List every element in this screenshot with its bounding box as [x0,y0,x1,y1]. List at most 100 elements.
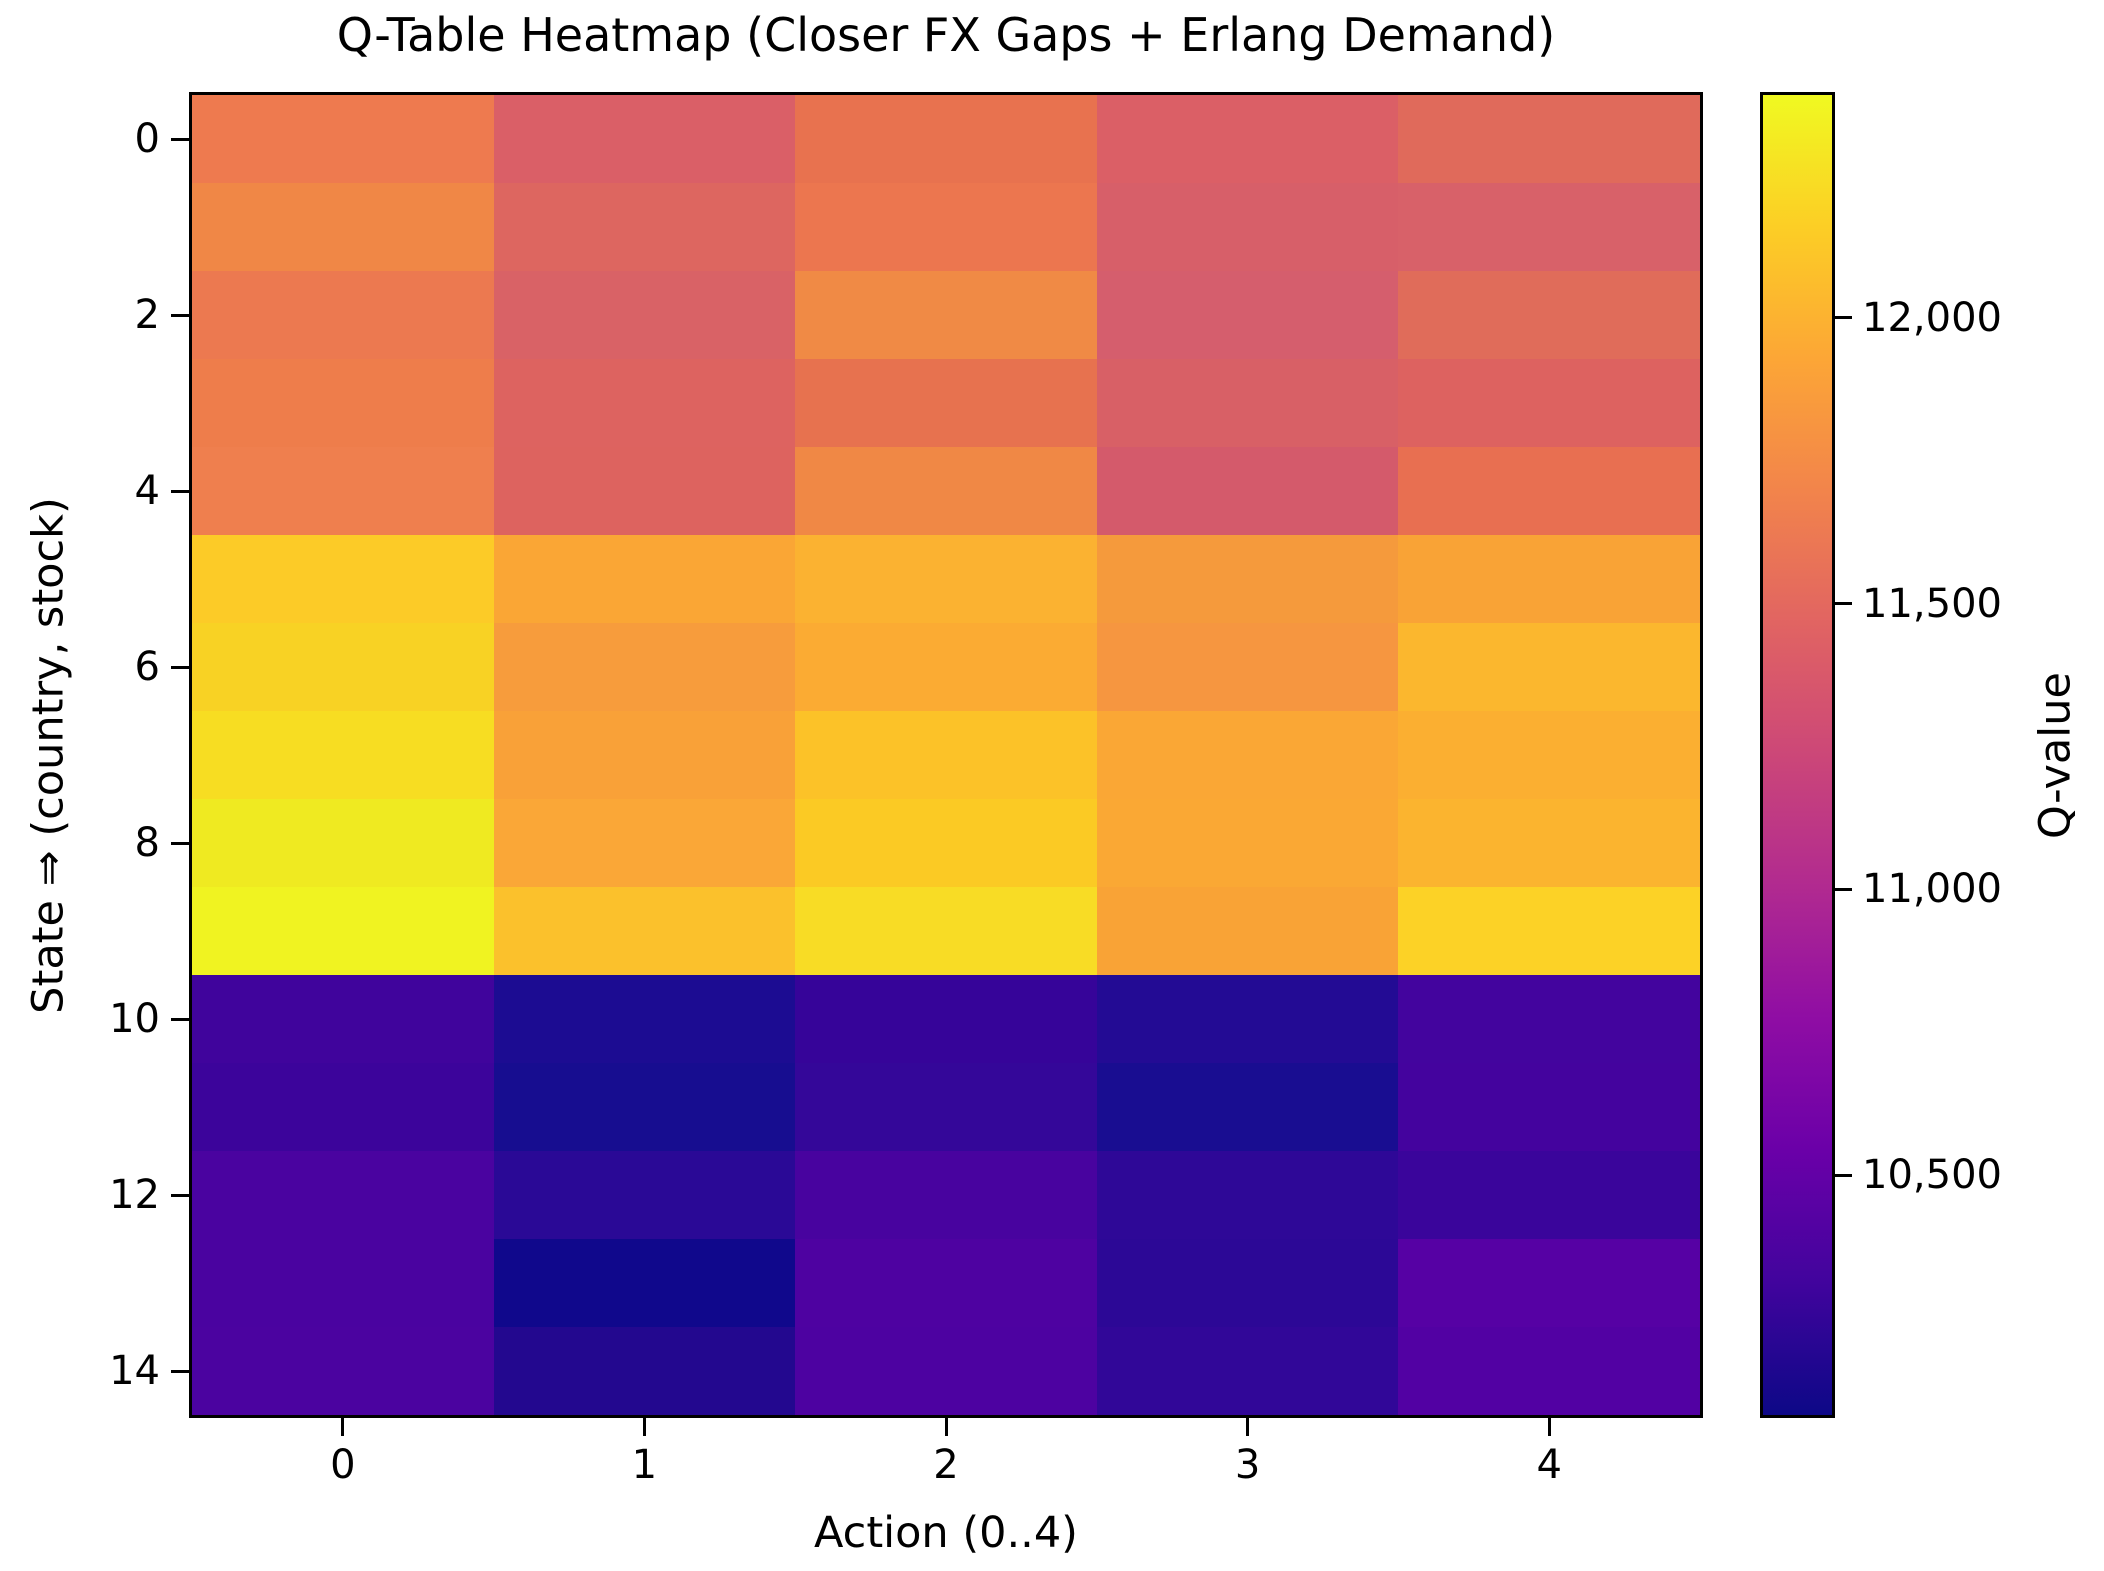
heatmap-cell [192,447,494,535]
heatmap-cell [1398,623,1700,711]
heatmap-cell [795,887,1097,975]
x-tick-mark [642,1418,646,1436]
heatmap-cell [1398,711,1700,799]
heatmap-cell [1398,271,1700,359]
heatmap-cell [192,1327,494,1415]
colorbar-label: Q-value [2030,671,2080,839]
heatmap-cell [1398,1151,1700,1239]
colorbar [1760,92,1835,1418]
colorbar-tick-label: 11,500 [1862,580,2002,627]
heatmap-cell [1398,535,1700,623]
heatmap-cell [192,887,494,975]
heatmap-cell [192,975,494,1063]
y-axis-label: State ⇒ (country, stock) [23,497,73,1014]
heatmap-cell [493,95,796,183]
heatmap-cell [795,711,1097,799]
heatmap-cell [795,799,1097,887]
heatmap-cell [1096,95,1399,183]
y-tick-label: 6 [134,644,160,690]
heatmap-cell [493,1239,796,1327]
heatmap-cell [1096,1239,1399,1327]
x-axis-label: Action (0..4) [814,1508,1078,1558]
heatmap-cell [493,183,796,271]
heatmap-cell [1398,1239,1700,1327]
heatmap-cell [192,183,494,271]
colorbar-gradient [1763,95,1832,1415]
heatmap-cell [1096,447,1399,535]
heatmap-cell [795,359,1097,447]
y-tick-mark [171,313,189,317]
heatmap-cell [493,359,796,447]
heatmap-cell [1096,887,1399,975]
y-tick-mark [171,137,189,141]
y-tick-label: 10 [109,996,160,1042]
heatmap-cell [795,975,1097,1063]
heatmap-cell [192,535,494,623]
heatmap-cell [1096,711,1399,799]
y-tick-label: 0 [134,116,160,162]
heatmap-cell [192,711,494,799]
x-tick-label: 1 [631,1442,658,1488]
chart-title: Q-Table Heatmap (Closer FX Gaps + Erlang… [336,8,1556,62]
heatmap-cell [795,1151,1097,1239]
x-tick-label: 0 [330,1442,356,1488]
heatmap-cell [1096,975,1399,1063]
heatmap-cell [795,1063,1097,1151]
x-tick-label: 4 [1536,1442,1562,1488]
heatmap-cell [1398,447,1700,535]
colorbar-tick-mark [1835,316,1852,320]
heatmap-cell [192,623,494,711]
y-tick-mark [171,489,189,493]
heatmap-cell [1096,1063,1399,1151]
heatmap-cell [1398,1327,1700,1415]
heatmap-cell [1096,799,1399,887]
y-tick-label: 4 [134,468,160,514]
heatmap-cell [192,95,494,183]
heatmap-cell [493,1151,796,1239]
colorbar-tick-mark [1835,1173,1852,1177]
heatmap-cell [795,1239,1097,1327]
heatmap-cell [795,447,1097,535]
heatmap-cell [1096,1327,1399,1415]
heatmap-cell [493,799,796,887]
y-tick-mark [171,1369,189,1373]
heatmap-cell-grid [192,95,1700,1415]
y-tick-mark [171,665,189,669]
heatmap-cell [795,535,1097,623]
heatmap-plot-area [189,92,1703,1418]
heatmap-cell [493,271,796,359]
colorbar-tick-mark [1835,602,1852,606]
heatmap-cell [1096,1151,1399,1239]
y-tick-mark [171,841,189,845]
y-tick-label: 2 [134,292,160,338]
colorbar-tick-label: 12,000 [1862,294,2002,341]
heatmap-cell [493,447,796,535]
heatmap-cell [493,975,796,1063]
y-tick-mark [171,1017,189,1021]
y-tick-label: 12 [109,1172,160,1218]
heatmap-cell [1398,183,1700,271]
heatmap-cell [1398,95,1700,183]
heatmap-cell [1096,535,1399,623]
heatmap-cell [795,623,1097,711]
heatmap-cell [192,1239,494,1327]
heatmap-cell [192,1151,494,1239]
heatmap-cell [1096,359,1399,447]
x-tick-mark [944,1418,948,1436]
x-tick-mark [341,1418,345,1436]
heatmap-cell [192,359,494,447]
heatmap-cell [795,271,1097,359]
heatmap-cell [1398,1063,1700,1151]
x-tick-mark [1246,1418,1250,1436]
heatmap-cell [1096,271,1399,359]
heatmap-cell [795,95,1097,183]
heatmap-cell [795,183,1097,271]
heatmap-cell [1398,887,1700,975]
heatmap-cell [1398,359,1700,447]
heatmap-cell [1096,623,1399,711]
heatmap-cell [493,623,796,711]
heatmap-cell [493,887,796,975]
colorbar-tick-label: 11,000 [1862,866,2002,913]
x-tick-mark [1547,1418,1551,1436]
colorbar-tick-label: 10,500 [1862,1152,2002,1198]
